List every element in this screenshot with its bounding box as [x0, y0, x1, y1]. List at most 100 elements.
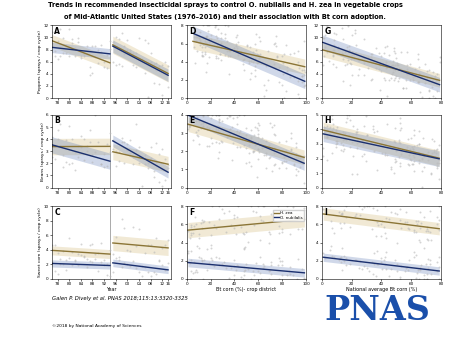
Point [222, 52, 229, 57]
Point [416, 276, 423, 282]
Point [353, 126, 360, 131]
Point [245, 239, 252, 244]
Point [342, 49, 349, 55]
Point [342, 136, 349, 141]
Point [118, 217, 125, 222]
Point [259, 265, 266, 271]
Point [404, 145, 411, 150]
Point [330, 125, 337, 130]
Point [399, 85, 406, 91]
Point [392, 73, 400, 78]
Point [391, 67, 398, 72]
Point [323, 123, 330, 129]
Point [251, 148, 258, 153]
Point [257, 213, 264, 218]
Point [328, 150, 335, 155]
Point [387, 210, 394, 215]
Point [425, 95, 432, 101]
Point [430, 149, 437, 155]
Point [330, 121, 337, 126]
Point [115, 37, 122, 42]
Point [124, 47, 131, 53]
Point [278, 262, 285, 267]
Point [333, 141, 340, 147]
Point [282, 42, 289, 48]
Point [334, 138, 341, 144]
Point [191, 35, 198, 40]
Point [365, 65, 372, 71]
Point [401, 220, 408, 225]
Point [63, 50, 70, 55]
Point [406, 78, 413, 83]
Point [387, 75, 395, 80]
Point [197, 255, 204, 261]
Point [378, 151, 386, 156]
Point [271, 40, 279, 46]
Point [124, 262, 131, 267]
Point [286, 271, 293, 276]
Point [425, 257, 432, 262]
Point [387, 165, 395, 170]
Point [199, 112, 207, 118]
Point [323, 134, 330, 139]
Point [94, 140, 102, 145]
Point [132, 265, 140, 270]
Point [80, 137, 87, 142]
Point [216, 51, 224, 56]
Point [118, 135, 125, 140]
Point [54, 127, 61, 132]
Point [104, 142, 111, 147]
Point [389, 58, 396, 64]
Point [159, 183, 166, 189]
Point [405, 152, 412, 158]
Point [83, 148, 90, 154]
Point [286, 217, 293, 222]
Point [376, 62, 383, 68]
Point [346, 43, 353, 48]
Point [261, 203, 268, 209]
Point [274, 203, 281, 209]
Point [80, 253, 87, 259]
Point [330, 30, 338, 35]
Point [376, 50, 383, 56]
Point [327, 124, 334, 130]
Point [132, 243, 140, 249]
Point [429, 150, 436, 155]
Point [259, 145, 266, 151]
Point [260, 83, 267, 88]
Point [66, 123, 73, 128]
Point [291, 161, 298, 166]
Point [321, 33, 328, 38]
Point [77, 241, 85, 246]
Point [60, 248, 67, 254]
Point [165, 260, 172, 265]
Point [385, 273, 392, 279]
Point [57, 53, 64, 58]
Point [68, 161, 76, 166]
Point [411, 66, 418, 71]
Point [130, 154, 137, 159]
Point [391, 49, 398, 54]
Point [121, 43, 128, 48]
Point [340, 220, 347, 226]
Point [436, 203, 443, 209]
Point [254, 120, 261, 126]
Point [255, 123, 262, 128]
Point [218, 126, 225, 131]
Point [383, 43, 391, 48]
Point [279, 160, 286, 166]
Point [121, 260, 128, 266]
Point [68, 41, 76, 46]
Point [406, 61, 413, 67]
Point [118, 264, 125, 269]
Point [394, 268, 401, 273]
Point [232, 43, 239, 49]
Point [397, 127, 404, 132]
Point [416, 89, 423, 95]
Point [297, 155, 304, 161]
Point [418, 169, 426, 174]
Point [245, 142, 252, 147]
Point [112, 234, 119, 239]
Point [265, 49, 272, 54]
Point [189, 116, 197, 121]
